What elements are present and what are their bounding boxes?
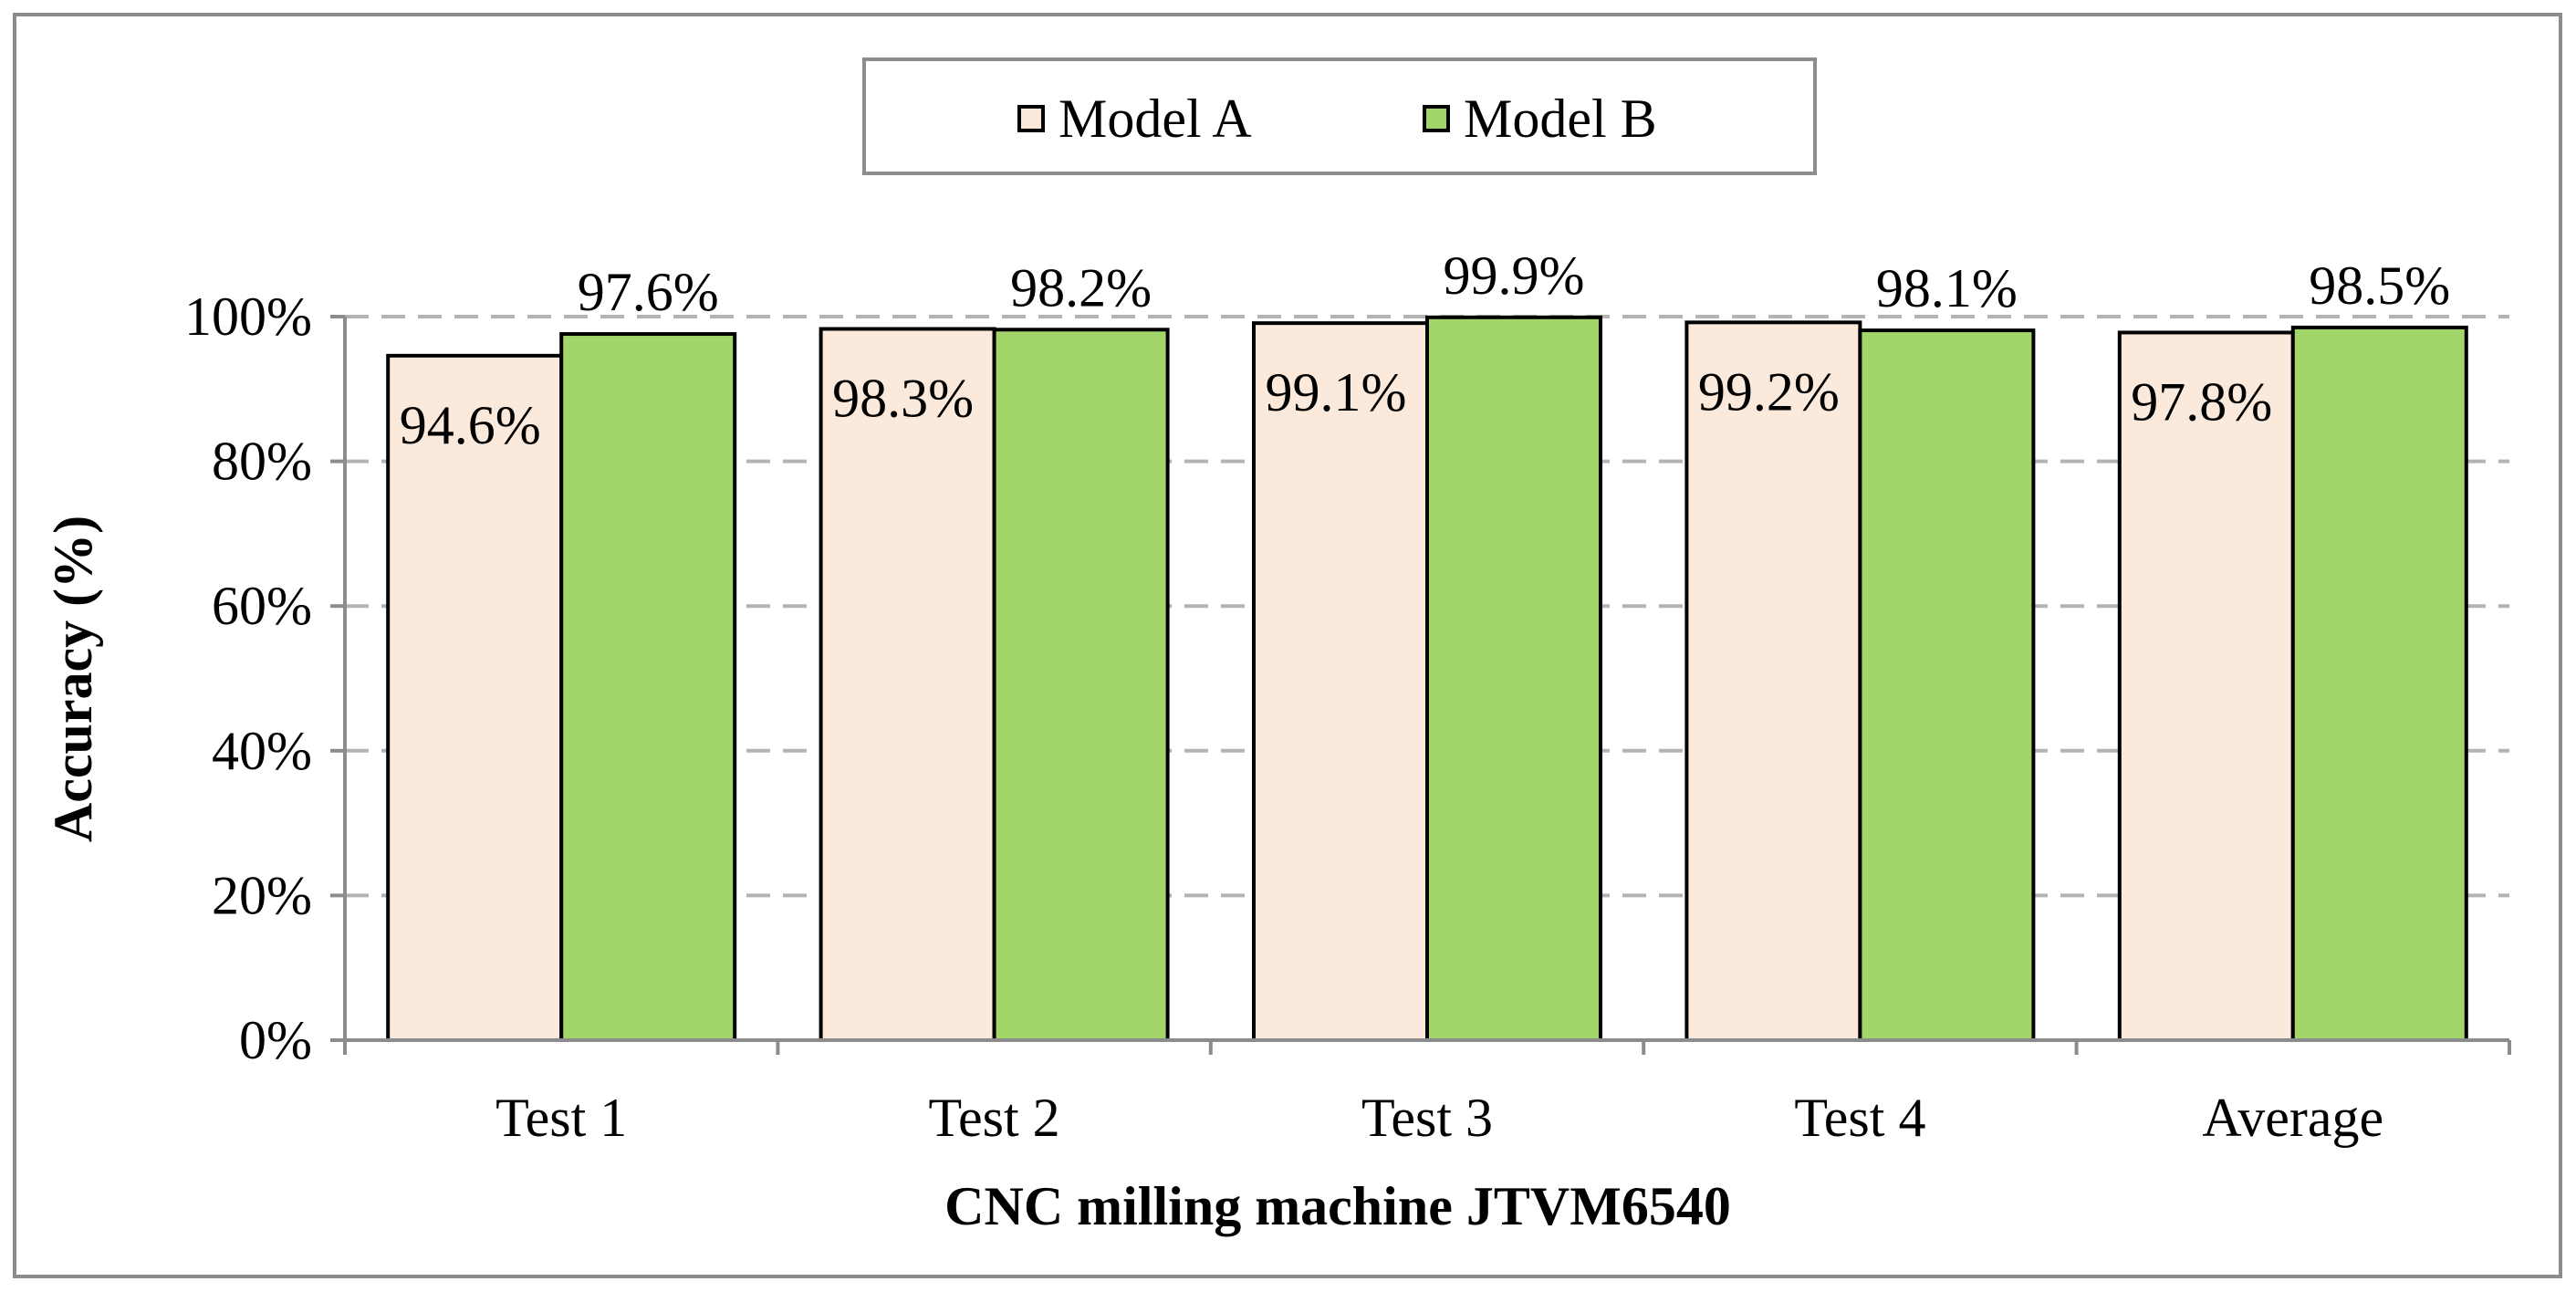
x-tick-label-test-4: Test 4 — [1794, 1088, 1925, 1148]
bar-model-b-test-4 — [1858, 328, 2036, 1042]
data-labels: 94.6% 97.6% 98.3% 98.2% 99.1% 99.9% 99.2% 98.1%… — [400, 245, 2451, 455]
x-axis-title: CNC milling machine JTVM6540 — [944, 1176, 1731, 1236]
legend: Model A Model B — [862, 57, 1817, 175]
y-tick-label-100: 100% — [184, 287, 312, 347]
data-label-model-b-average: 98.5% — [2309, 255, 2450, 316]
x-tick-label-average: Average — [2202, 1088, 2383, 1148]
y-tick-label-40: 40% — [212, 721, 312, 781]
x-tick-label-test-2: Test 2 — [929, 1088, 1060, 1148]
bar-model-b-test-2 — [992, 328, 1170, 1042]
bar-model-a-test-2 — [819, 327, 996, 1042]
x-tick-label-test-3: Test 3 — [1361, 1088, 1493, 1148]
bar-model-a-test-4 — [1684, 320, 1862, 1042]
data-label-model-a-test-2: 98.3% — [832, 368, 974, 428]
y-tick-label-20: 20% — [212, 865, 312, 925]
y-ticks: 0% 20% 40% 60% 80% 100% — [184, 287, 345, 1070]
x-categories: Test 1 Test 2 Test 3 Test 4 Average — [495, 1088, 2383, 1148]
x-tick-label-test-1: Test 1 — [495, 1088, 627, 1148]
data-label-model-a-test-1: 94.6% — [400, 395, 541, 455]
legend-box — [862, 57, 1817, 175]
data-label-model-b-test-2: 98.2% — [1010, 257, 1152, 318]
bar-model-b-test-3 — [1425, 315, 1602, 1042]
legend-swatch-model-b — [1423, 105, 1450, 132]
bar-model-a-test-1 — [386, 353, 564, 1042]
y-tick-label-80: 80% — [212, 432, 312, 492]
data-label-model-a-average: 97.8% — [2131, 371, 2272, 432]
legend-label-model-a: Model A — [1059, 89, 1252, 149]
bar-model-b-test-1 — [559, 332, 737, 1043]
bar-model-a-test-3 — [1252, 321, 1429, 1042]
data-label-model-a-test-3: 99.1% — [1266, 362, 1407, 422]
bars — [386, 315, 2468, 1043]
bar-model-a-average — [2117, 330, 2295, 1043]
bar-model-b-average — [2290, 325, 2468, 1042]
legend-label-model-b: Model B — [1464, 89, 1657, 149]
data-label-model-a-test-4: 99.2% — [1698, 361, 1840, 422]
y-tick-label-0: 0% — [239, 1010, 312, 1070]
data-label-model-b-test-3: 99.9% — [1444, 245, 1585, 306]
y-axis-title: Accuracy (%) — [43, 516, 103, 842]
data-label-model-b-test-4: 98.1% — [1876, 258, 2018, 318]
y-tick-label-60: 60% — [212, 576, 312, 636]
data-label-model-b-test-1: 97.6% — [578, 262, 719, 322]
axes — [343, 317, 2511, 1055]
legend-swatch-model-a — [1017, 105, 1045, 132]
